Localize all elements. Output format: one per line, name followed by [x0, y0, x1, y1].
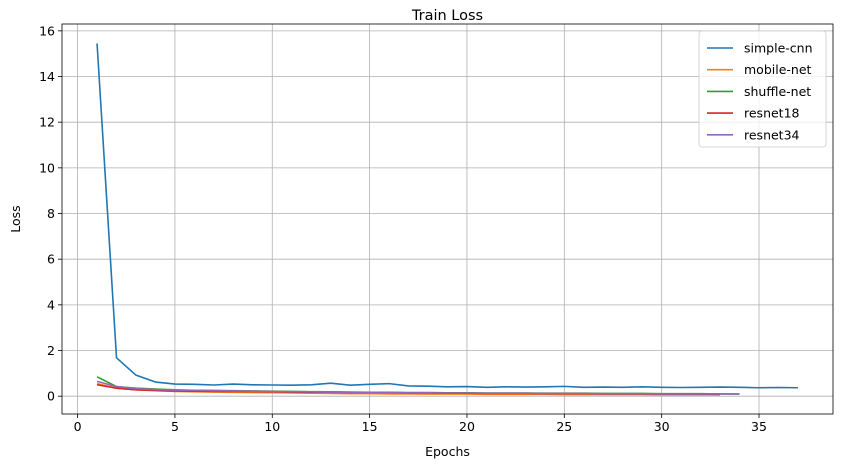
- legend-box: [698, 30, 827, 148]
- plot-frame: [61, 23, 834, 415]
- y-tick-label: 14: [39, 69, 55, 84]
- y-tick-label: 12: [39, 115, 55, 130]
- y-tick-label: 0: [47, 389, 55, 404]
- legend-label-simple-cnn: simple-cnn: [744, 41, 813, 56]
- y-tick-label: 10: [39, 160, 55, 175]
- x-tick-label: 30: [654, 419, 670, 434]
- legend-label-mobile-net: mobile-net: [744, 62, 812, 77]
- y-tick-label: 4: [47, 297, 55, 312]
- legend-label-resnet34: resnet34: [744, 127, 800, 142]
- x-tick-label: 15: [362, 419, 378, 434]
- y-axis-label: Loss: [8, 205, 23, 232]
- legend: simple-cnn mobile-net shuffle-net resnet18 r…: [698, 30, 827, 148]
- x-axis-label: Epochs: [425, 444, 470, 459]
- y-axis: 0 2 4 6 8 10 12 14 16: [39, 23, 62, 404]
- legend-label-resnet18: resnet18: [744, 106, 800, 121]
- legend-label-shuffle-net: shuffle-net: [744, 84, 811, 99]
- x-tick-label: 35: [751, 419, 767, 434]
- y-tick-label: 8: [47, 206, 55, 221]
- series-layer: [96, 43, 798, 396]
- chart-title: Train Loss: [411, 8, 483, 24]
- x-tick-label: 0: [74, 419, 82, 434]
- x-axis: 0 5 10 15 20 25 30 35: [74, 414, 767, 434]
- y-tick-label: 6: [47, 252, 55, 267]
- y-tick-label: 2: [47, 343, 55, 358]
- x-tick-label: 25: [556, 419, 572, 434]
- x-tick-label: 5: [171, 419, 179, 434]
- y-tick-label: 16: [39, 23, 55, 38]
- series-line-simple-cnn: [96, 43, 798, 389]
- x-tick-label: 20: [459, 419, 475, 434]
- series-line-resnet34: [96, 380, 740, 395]
- x-tick-label: 10: [264, 419, 280, 434]
